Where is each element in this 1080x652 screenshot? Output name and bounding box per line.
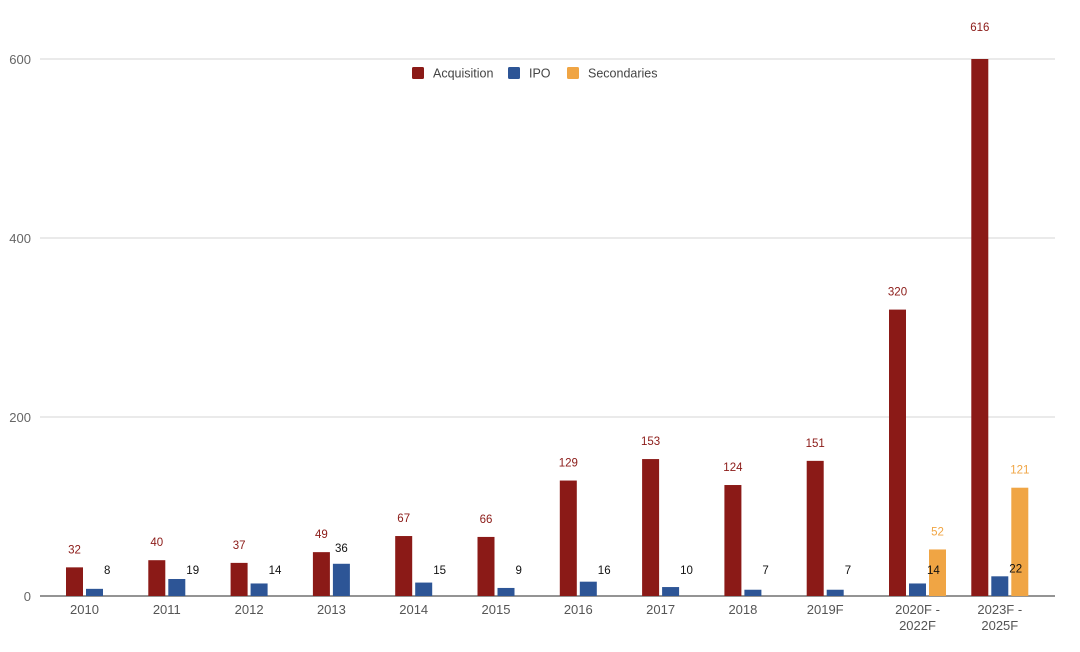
bar-ipo-6 [579, 581, 597, 596]
y-tick-label: 200 [9, 410, 31, 425]
data-label-acquisition-1: 40 [150, 537, 163, 549]
bar-acquisition-10 [889, 309, 906, 596]
x-tick-label: 2015 [482, 602, 511, 617]
bar-ipo-5 [497, 587, 515, 596]
bar-ipo-1 [168, 578, 186, 596]
bar-acquisition-0 [66, 567, 83, 596]
x-tick-label: 2011 [153, 602, 181, 617]
y-tick-label: 0 [24, 589, 31, 604]
bar-layer [66, 59, 1029, 596]
data-label-ipo-9: 7 [845, 565, 851, 577]
data-label-ipo-2: 14 [269, 565, 282, 577]
data-label-ipo-1: 19 [186, 565, 199, 577]
bar-acquisition-3 [312, 552, 330, 596]
data-label-secondaries-11: 121 [1010, 465, 1029, 477]
data-label-acquisition-3: 49 [315, 529, 328, 541]
bar-ipo-2 [250, 583, 268, 596]
data-label-acquisition-8: 124 [723, 462, 743, 474]
bar-acquisition-2 [230, 562, 248, 596]
x-tick-label: 2013 [317, 602, 346, 617]
data-label-acquisition-10: 320 [888, 287, 907, 299]
legend-label-secondaries: Secondaries [588, 67, 658, 81]
bar-acquisition-7 [642, 459, 660, 596]
bar-acquisition-11 [971, 59, 989, 596]
x-tick-label: 2014 [399, 602, 428, 617]
bar-acquisition-5 [477, 536, 495, 596]
x-tick-label: 2017 [646, 602, 675, 617]
bar-ipo-8 [744, 589, 762, 596]
data-label-acquisition-11: 616 [970, 22, 989, 34]
data-label-ipo-6: 16 [598, 565, 611, 577]
bar-acquisition-1 [148, 560, 166, 596]
data-label-acquisition-4: 67 [397, 513, 410, 525]
legend-swatch-secondaries [567, 67, 579, 79]
x-tick-label: 2019F [807, 602, 844, 617]
x-tick-label: 2016 [564, 602, 593, 617]
data-label-ipo-0: 8 [104, 565, 110, 577]
bar-secondaries-11 [1011, 487, 1029, 596]
y-tick-label: 400 [9, 231, 31, 246]
y-tick-label: 600 [9, 52, 31, 67]
bar-secondaries-10 [929, 549, 946, 596]
bar-ipo-9 [826, 589, 844, 596]
legend-item-secondaries[interactable]: Secondaries [567, 67, 658, 81]
bar-acquisition-6 [559, 480, 577, 596]
x-tick-label: 2018 [728, 602, 757, 617]
legend-label-ipo: IPO [529, 67, 551, 81]
bar-ipo-0 [86, 588, 103, 596]
x-tick-label: 2012 [235, 602, 264, 617]
data-label-acquisition-0: 32 [68, 544, 81, 556]
data-label-ipo-7: 10 [680, 565, 693, 577]
legend-label-acquisition: Acquisition [433, 67, 493, 81]
x-tick-label: 2010 [70, 602, 99, 617]
data-label-secondaries-10: 52 [931, 526, 944, 538]
x-tick-label: 2022F [899, 618, 936, 633]
bar-acquisition-4 [395, 536, 413, 596]
grid-layer: 0 200 400 600 [9, 52, 1055, 604]
data-label-ipo-10: 14 [927, 565, 940, 577]
bar-ipo-10 [909, 583, 926, 596]
bar-ipo-7 [662, 587, 680, 596]
data-label-ipo-5: 9 [516, 565, 522, 577]
data-label-ipo-4: 15 [433, 565, 446, 577]
data-label-acquisition-9: 151 [806, 438, 825, 450]
bar-acquisition-8 [724, 485, 742, 596]
legend-item-ipo[interactable]: IPO [508, 67, 551, 81]
data-label-acquisition-5: 66 [480, 514, 493, 526]
legend: Acquisition IPO Secondaries [412, 67, 658, 81]
bar-acquisition-9 [806, 460, 824, 596]
data-label-ipo-8: 7 [762, 565, 768, 577]
bar-ipo-3 [332, 563, 350, 596]
bar-ipo-4 [415, 582, 433, 596]
label-layer: 32 8 2010 40 19 2011 37 14 2012 49 36 2013 67 15 2014 6… [68, 22, 1029, 633]
legend-item-acquisition[interactable]: Acquisition [412, 67, 493, 81]
data-label-acquisition-7: 153 [641, 436, 660, 448]
data-label-ipo-11: 22 [1009, 563, 1022, 575]
x-tick-label: 2023F - [977, 602, 1022, 617]
legend-swatch-acquisition [412, 67, 424, 79]
data-label-acquisition-2: 37 [233, 540, 246, 552]
bar-ipo-11 [991, 576, 1009, 596]
x-tick-label: 2025F [981, 618, 1018, 633]
legend-swatch-ipo [508, 67, 520, 79]
data-label-acquisition-6: 129 [559, 458, 578, 470]
data-label-ipo-3: 36 [335, 543, 348, 555]
x-tick-label: 2020F - [895, 602, 940, 617]
